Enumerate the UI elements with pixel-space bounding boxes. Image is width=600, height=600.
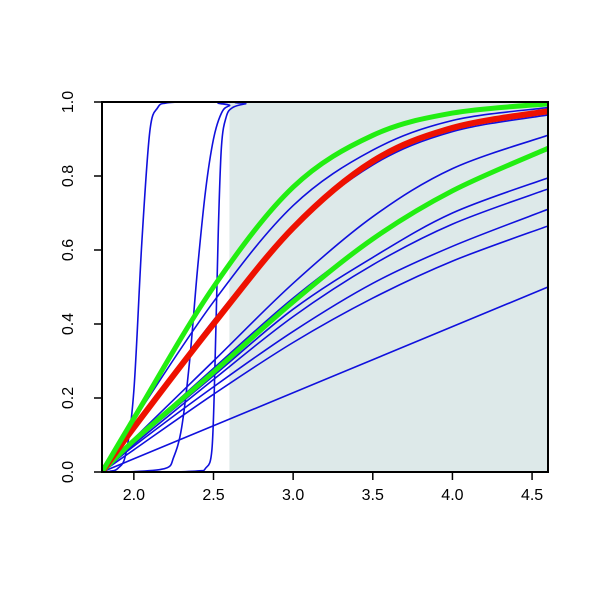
x-tick-label: 4.0 — [441, 487, 463, 504]
y-tick-label: 0.6 — [60, 239, 77, 261]
series-line-15 — [102, 102, 548, 472]
x-tick-label: 4.5 — [521, 487, 543, 504]
plot-frame — [101, 101, 549, 473]
y-tick-label: 1.0 — [60, 91, 77, 113]
y-tick-label: 0.4 — [60, 313, 77, 335]
series-line-13 — [102, 145, 548, 472]
series-line-4 — [102, 286, 548, 472]
shaded-region — [229, 102, 548, 472]
series-line-5 — [102, 225, 548, 472]
x-tick-label: 3.0 — [282, 487, 304, 504]
x-tick-label: 2.5 — [202, 487, 224, 504]
series-line-14 — [102, 108, 548, 472]
y-tick-label: 0.8 — [60, 165, 77, 187]
series-line-6 — [102, 208, 548, 472]
y-tick-label: 0.2 — [60, 387, 77, 409]
x-tick-label: 3.5 — [362, 487, 384, 504]
series-line-1 — [102, 102, 548, 472]
y-tick-label: 0.0 — [60, 461, 77, 483]
series-line-7 — [102, 188, 548, 472]
x-tick-label: 2.0 — [123, 487, 145, 504]
